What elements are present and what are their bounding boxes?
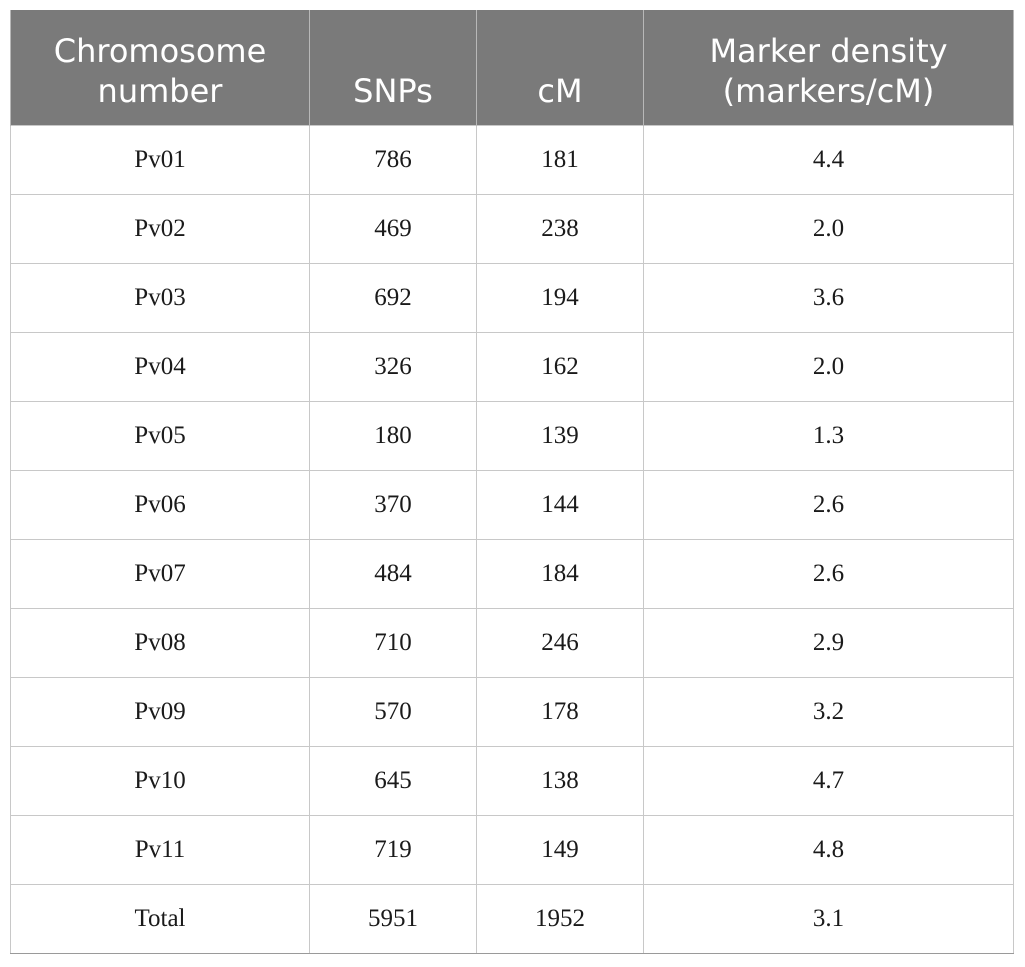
chromosome-cell: Pv03 — [10, 262, 310, 333]
marker-density-cell: 2.0 — [643, 331, 1014, 402]
header-chromosome-number: Chromosome number — [10, 10, 310, 125]
snps-cell: 710 — [309, 607, 477, 678]
cm-cell: 238 — [476, 193, 644, 264]
marker-density-cell: 3.1 — [643, 883, 1014, 954]
cm-cell: 1952 — [476, 883, 644, 954]
marker-density-cell: 2.6 — [643, 538, 1014, 609]
marker-density-cell: 2.9 — [643, 607, 1014, 678]
header-snps-label: SNPs — [353, 71, 433, 110]
snps-cell: 786 — [309, 124, 477, 195]
table-row: Pv04 326 162 2.0 — [10, 331, 1014, 402]
table-row: Pv06 370 144 2.6 — [10, 469, 1014, 540]
header-cm: cM — [476, 10, 644, 125]
chromosome-cell: Total — [10, 883, 310, 954]
table-row: Pv10 645 138 4.7 — [10, 745, 1014, 816]
cm-cell: 138 — [476, 745, 644, 816]
marker-density-cell: 1.3 — [643, 400, 1014, 471]
cm-cell: 139 — [476, 400, 644, 471]
cm-cell: 246 — [476, 607, 644, 678]
marker-density-cell: 2.6 — [643, 469, 1014, 540]
table-row: Pv08 710 246 2.9 — [10, 607, 1014, 678]
chromosome-cell: Pv09 — [10, 676, 310, 747]
snps-cell: 326 — [309, 331, 477, 402]
chromosome-cell: Pv01 — [10, 124, 310, 195]
snps-cell: 469 — [309, 193, 477, 264]
table-row: Pv05 180 139 1.3 — [10, 400, 1014, 471]
chromosome-cell: Pv05 — [10, 400, 310, 471]
chromosome-cell: Pv08 — [10, 607, 310, 678]
chromosome-cell: Pv07 — [10, 538, 310, 609]
marker-density-cell: 4.4 — [643, 124, 1014, 195]
cm-cell: 149 — [476, 814, 644, 885]
header-marker-density-label: Marker density (markers/cM) — [709, 31, 948, 110]
chromosome-cell: Pv02 — [10, 193, 310, 264]
marker-density-cell: 3.2 — [643, 676, 1014, 747]
header-cm-label: cM — [537, 71, 583, 110]
marker-density-cell: 4.8 — [643, 814, 1014, 885]
table-body: Pv01 786 181 4.4 Pv02 469 238 2.0 Pv03 692 194 3.6 P… — [10, 124, 1014, 954]
cm-cell: 162 — [476, 331, 644, 402]
header-row: Chromosome number SNPs cM Marker density(… — [10, 10, 1014, 125]
cm-cell: 181 — [476, 124, 644, 195]
snps-cell: 180 — [309, 400, 477, 471]
table-row: Pv01 786 181 4.4 — [10, 124, 1014, 195]
table-row: Pv09 570 178 3.2 — [10, 676, 1014, 747]
snps-cell: 5951 — [309, 883, 477, 954]
chromosome-cell: Pv10 — [10, 745, 310, 816]
table-row: Pv07 484 184 2.6 — [10, 538, 1014, 609]
snps-cell: 484 — [309, 538, 477, 609]
snps-cell: 570 — [309, 676, 477, 747]
total-row: Total 5951 1952 3.1 — [10, 883, 1014, 954]
header-marker-density: Marker density (markers/cM) — [643, 10, 1014, 125]
cm-cell: 144 — [476, 469, 644, 540]
snps-cell: 370 — [309, 469, 477, 540]
data-table: Chromosome number SNPs cM Marker density(… — [10, 10, 1014, 954]
header-snps: SNPs — [309, 10, 477, 125]
marker-density-cell: 4.7 — [643, 745, 1014, 816]
table-row: Pv11 719 149 4.8 — [10, 814, 1014, 885]
snps-cell: 692 — [309, 262, 477, 333]
chromosome-cell: Pv06 — [10, 469, 310, 540]
cm-cell: 184 — [476, 538, 644, 609]
cm-cell: 194 — [476, 262, 644, 333]
marker-density-cell: 2.0 — [643, 193, 1014, 264]
snps-cell: 645 — [309, 745, 477, 816]
chromosome-cell: Pv04 — [10, 331, 310, 402]
table-header: Chromosome number SNPs cM Marker density(… — [10, 10, 1014, 125]
marker-density-cell: 3.6 — [643, 262, 1014, 333]
table-row: Pv03 692 194 3.6 — [10, 262, 1014, 333]
table-row: Pv02 469 238 2.0 — [10, 193, 1014, 264]
cm-cell: 178 — [476, 676, 644, 747]
chromosome-cell: Pv11 — [10, 814, 310, 885]
snps-cell: 719 — [309, 814, 477, 885]
header-chromosome-number-label: Chromosome number — [53, 31, 267, 110]
